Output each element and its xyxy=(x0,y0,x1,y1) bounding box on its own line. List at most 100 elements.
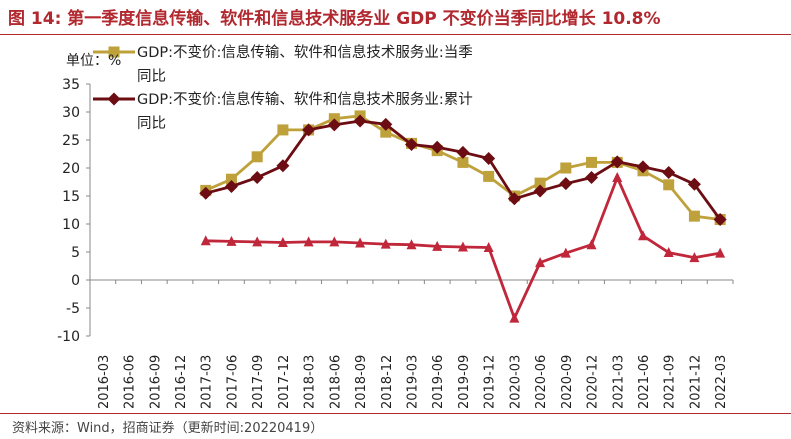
series-third-series xyxy=(200,172,726,323)
x-tick-label: 2021-09 xyxy=(663,355,678,409)
data-point-cumulative-yoy xyxy=(353,114,367,128)
legend-label-cumulative-yoy: 同比 xyxy=(137,115,166,132)
data-point-cumulative-yoy xyxy=(456,145,470,159)
data-point-cumulative-yoy xyxy=(507,192,521,206)
data-point-quarterly-yoy xyxy=(483,170,495,182)
x-tick-label: 2020-03 xyxy=(508,355,523,409)
data-point-third-series xyxy=(226,235,237,246)
data-point-cumulative-yoy xyxy=(482,151,496,165)
data-point-quarterly-yoy xyxy=(380,126,392,138)
data-point-quarterly-yoy xyxy=(586,156,598,168)
data-point-third-series xyxy=(303,236,314,247)
data-point-third-series xyxy=(715,247,726,258)
x-tick-label: 2018-09 xyxy=(354,355,369,409)
x-tick-label: 2017-06 xyxy=(225,355,240,409)
x-tick-label: 2018-03 xyxy=(303,355,318,409)
x-tick-label: 2019-06 xyxy=(431,355,446,409)
x-tick-label: 2022-03 xyxy=(714,355,729,409)
data-point-cumulative-yoy xyxy=(533,184,547,198)
data-point-cumulative-yoy xyxy=(276,159,290,173)
data-point-third-series xyxy=(329,236,340,247)
x-tick-label: 2016-09 xyxy=(148,355,163,409)
data-point-cumulative-yoy xyxy=(302,123,316,137)
data-point-third-series xyxy=(689,252,700,263)
x-tick-label: 2019-09 xyxy=(457,355,472,409)
data-point-quarterly-yoy xyxy=(688,210,700,222)
x-tick-label: 2019-12 xyxy=(483,355,498,409)
y-tick-label: 30 xyxy=(62,105,80,121)
y-tick-label: -5 xyxy=(66,301,80,317)
x-tick-label: 2020-09 xyxy=(560,355,575,409)
data-point-third-series xyxy=(252,236,263,247)
source-note: 资料来源：Wind，招商证券（更新时间:20220419） xyxy=(12,421,324,436)
axes xyxy=(86,83,734,337)
data-point-quarterly-yoy xyxy=(663,179,675,191)
legend-marker-cumulative-yoy xyxy=(107,92,121,106)
legend: GDP:不变价:信息传输、软件和信息技术服务业:当季同比 GDP:不变价:信息传输… xyxy=(93,44,473,132)
x-tick-label: 2018-12 xyxy=(380,355,395,409)
data-point-third-series xyxy=(277,236,288,247)
y-tick-label: 0 xyxy=(71,273,80,289)
source-divider xyxy=(0,413,791,414)
unit-label: 单位：% xyxy=(66,53,122,69)
data-point-cumulative-yoy xyxy=(713,213,727,227)
y-tick-label: 15 xyxy=(62,189,80,205)
x-tick-label: 2021-06 xyxy=(637,355,652,409)
data-point-cumulative-yoy xyxy=(636,160,650,174)
data-point-cumulative-yoy xyxy=(662,165,676,179)
data-point-cumulative-yoy xyxy=(405,137,418,151)
series-cumulative-yoy xyxy=(199,114,727,227)
y-tick-label: 25 xyxy=(62,133,80,149)
data-point-cumulative-yoy xyxy=(327,118,341,132)
x-tick-label: 2021-12 xyxy=(688,355,703,409)
data-point-third-series xyxy=(560,247,571,258)
data-point-third-series xyxy=(200,235,211,246)
data-point-cumulative-yoy xyxy=(199,186,213,200)
legend-marker-quarterly-yoy xyxy=(108,46,120,58)
data-point-third-series xyxy=(509,312,520,323)
data-point-cumulative-yoy xyxy=(379,117,393,131)
y-tick-label: 20 xyxy=(62,161,80,177)
x-tick-label: 2016-06 xyxy=(123,355,138,409)
series-layer xyxy=(199,110,727,323)
data-point-third-series xyxy=(457,241,468,252)
title-divider xyxy=(0,34,791,35)
data-point-third-series xyxy=(637,230,648,241)
x-tick-label: 2016-03 xyxy=(97,355,112,409)
data-point-quarterly-yoy xyxy=(225,173,237,185)
x-axis-ticks: 2016-03 2016-06 2016-09 2016-12 2017-03 2017-… xyxy=(97,355,729,409)
data-point-third-series xyxy=(586,239,597,250)
data-point-cumulative-yoy xyxy=(250,171,264,185)
x-tick-label: 2021-03 xyxy=(611,355,626,409)
data-point-quarterly-yoy xyxy=(251,151,263,163)
data-point-quarterly-yoy xyxy=(560,162,572,174)
data-point-third-series xyxy=(406,239,417,250)
legend-label-quarterly-yoy: GDP:不变价:信息传输、软件和信息技术服务业:当季 xyxy=(137,44,473,61)
legend-label-cumulative-yoy: GDP:不变价:信息传输、软件和信息技术服务业:累计 xyxy=(137,91,473,108)
data-point-third-series xyxy=(535,257,546,268)
x-tick-label: 2017-09 xyxy=(251,355,266,409)
data-point-third-series xyxy=(355,237,366,248)
data-point-cumulative-yoy xyxy=(224,179,238,193)
data-point-third-series xyxy=(432,240,443,251)
data-point-cumulative-yoy xyxy=(610,155,624,169)
x-tick-label: 2017-12 xyxy=(277,355,292,409)
y-tick-label: 5 xyxy=(71,245,80,261)
data-point-third-series xyxy=(380,238,391,249)
x-tick-label: 2016-12 xyxy=(174,355,189,409)
figure-title: 图 14: 第一季度信息传输、软件和信息技术服务业 GDP 不变价当季同比增长 … xyxy=(8,9,661,29)
data-point-cumulative-yoy xyxy=(585,171,599,185)
data-point-quarterly-yoy xyxy=(534,177,546,189)
data-point-third-series xyxy=(483,242,494,253)
x-tick-label: 2020-12 xyxy=(586,355,601,409)
data-point-quarterly-yoy xyxy=(277,124,289,136)
data-point-cumulative-yoy xyxy=(687,177,701,191)
x-tick-label: 2018-06 xyxy=(328,355,343,409)
legend-label-quarterly-yoy: 同比 xyxy=(137,68,166,85)
y-tick-label: 35 xyxy=(62,77,80,93)
x-tick-label: 2019-03 xyxy=(406,355,421,409)
y-tick-label: -10 xyxy=(57,329,80,345)
data-point-quarterly-yoy xyxy=(457,156,469,168)
x-tick-label: 2017-03 xyxy=(200,355,215,409)
